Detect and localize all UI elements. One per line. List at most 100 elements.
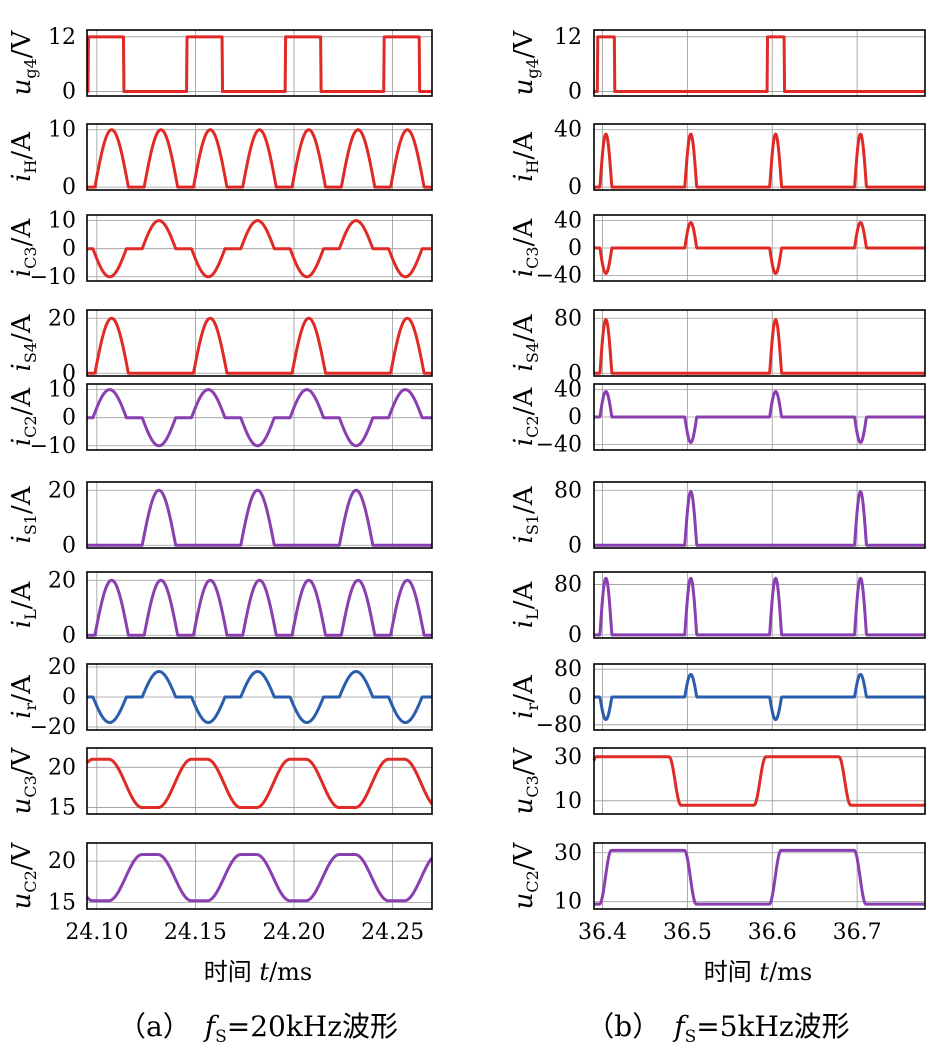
x-tick-label: 24.25	[361, 920, 424, 945]
y-label-var: i	[509, 710, 539, 718]
subplot-frame	[593, 747, 926, 815]
y-label-unit: /A	[7, 218, 37, 247]
trace-uC3-per-V	[592, 755, 927, 807]
y-tick-label: 15	[48, 796, 76, 821]
y-axis-label: iC2/A	[509, 387, 542, 447]
x-tick-label: 24.15	[164, 920, 227, 945]
subplot-frame	[86, 842, 433, 910]
y-axis-label: ug4/V	[7, 29, 40, 95]
y-label-unit: /A	[7, 313, 37, 342]
y-axis-label: uC3/V	[7, 746, 40, 814]
y-label-var: i	[7, 174, 37, 182]
panel-b-stack: 012ug4/V040iH/A−40040iC3/A080iS4/A−40040…	[509, 25, 927, 945]
subplot-iC2-per-A: −40 040 iC2/A	[509, 378, 927, 458]
subplot-frame	[593, 663, 926, 731]
y-tick-label: 40	[554, 209, 582, 234]
subplot-frame	[86, 571, 433, 639]
panel-b-caption: （b） fS=5kHz波形	[586, 1010, 849, 1047]
y-label-var: u	[7, 798, 37, 815]
y-label-var: i	[509, 269, 539, 277]
y-label-sub: r	[523, 702, 542, 710]
y-label-var: i	[7, 620, 37, 628]
subplot-frame	[86, 214, 433, 282]
y-label-unit: /V	[509, 29, 539, 58]
y-axis-label: iC3/A	[509, 218, 542, 278]
y-label-sub: C3	[21, 246, 40, 268]
y-label-unit: /V	[7, 29, 37, 58]
trace-iS1-per-A	[592, 490, 927, 547]
y-tick-label: 80	[554, 573, 582, 598]
y-tick-label: −10	[30, 434, 76, 459]
y-axis-label: ir/A	[7, 674, 40, 719]
subplot-iH-per-A: 0 10 iH/A	[7, 118, 434, 200]
subplot-ug4-per-V: 0 12 ug4/V	[7, 25, 434, 104]
y-label-var: u	[7, 79, 37, 96]
trace-iS4-per-A	[85, 316, 434, 375]
y-tick-label: 30	[554, 841, 582, 866]
trace-iS4-per-A	[592, 318, 927, 375]
y-label-unit: /V	[7, 841, 37, 870]
subplot-iC3-per-A: −40 040 iC3/A	[509, 209, 927, 289]
y-tick-label: 0	[568, 79, 582, 104]
x-tick-label: 24.10	[65, 920, 128, 945]
subplot-frame	[593, 214, 926, 282]
y-label-unit: /V	[509, 746, 539, 775]
subplot-frame	[86, 123, 433, 191]
y-tick-label: 0	[62, 623, 76, 648]
y-tick-label: 0	[568, 236, 582, 261]
y-label-sub: C2	[523, 415, 542, 437]
y-label-var: u	[509, 79, 539, 96]
trace-uC3-per-V	[85, 757, 434, 810]
subplot-frame	[86, 747, 433, 815]
y-tick-label: 0	[568, 361, 582, 386]
y-axis-label: uC3/V	[509, 746, 542, 814]
subplot-frame	[593, 123, 926, 191]
x-tick-label: 36.5	[663, 920, 712, 945]
subplot-iH-per-A: 0 40 iH/A	[509, 118, 927, 200]
y-tick-label: 0	[62, 406, 76, 431]
y-label-unit: /A	[509, 581, 539, 610]
trace-ir-per-A	[592, 672, 927, 722]
y-tick-label: 30	[554, 745, 582, 770]
y-label-sub: S1	[523, 514, 542, 535]
y-label-unit: /A	[509, 218, 539, 247]
y-label-var: i	[509, 620, 539, 628]
y-tick-label: 0	[62, 175, 76, 200]
y-label-var: i	[7, 438, 37, 446]
y-axis-label: uC2/V	[7, 841, 40, 909]
trace-uC2-per-V	[85, 853, 434, 903]
y-label-unit: /A	[509, 131, 539, 160]
panel-a-stack: 012ug4/V010iH/A−10010iC3/A020iS4/A−10010…	[7, 25, 434, 945]
y-tick-label: 20	[48, 849, 76, 874]
trace-iC3-per-A	[85, 219, 434, 279]
subplot-uC3-per-V: 10 30 uC3/V	[509, 745, 927, 815]
y-tick-label: 80	[554, 657, 582, 682]
subplot-iL-per-A: 0 20 iL/A	[7, 568, 434, 648]
y-label-sub: S4	[523, 342, 542, 363]
subplot-frame	[593, 481, 926, 549]
trace-iL-per-A	[85, 578, 434, 637]
y-axis-label: iL/A	[7, 581, 40, 629]
y-label-unit: /A	[7, 131, 37, 160]
y-tick-label: 20	[48, 755, 76, 780]
trace-iS1-per-A	[85, 488, 434, 547]
y-tick-label: 80	[554, 478, 582, 503]
y-tick-label: 0	[62, 361, 76, 386]
panel-b-xlabel: 时间 t/ms	[704, 958, 812, 986]
trace-ir-per-A	[85, 670, 434, 724]
y-label-sub: S4	[21, 342, 40, 363]
subplot-frame	[86, 309, 433, 377]
subplot-uC2-per-V: 15 20 uC2/V	[7, 841, 434, 915]
y-tick-label: 40	[554, 378, 582, 403]
y-axis-label: iS4/A	[509, 313, 542, 371]
y-axis-label: iS4/A	[7, 313, 40, 371]
trace-iH-per-A	[85, 128, 434, 189]
y-label-var: u	[509, 798, 539, 815]
y-label-var: u	[7, 893, 37, 910]
y-label-sub: C3	[523, 775, 542, 797]
y-tick-label: 0	[62, 237, 76, 262]
y-label-unit: /V	[509, 841, 539, 870]
trace-iC3-per-A	[592, 221, 927, 275]
subplot-iS4-per-A: 0 80 iS4/A	[509, 306, 927, 386]
